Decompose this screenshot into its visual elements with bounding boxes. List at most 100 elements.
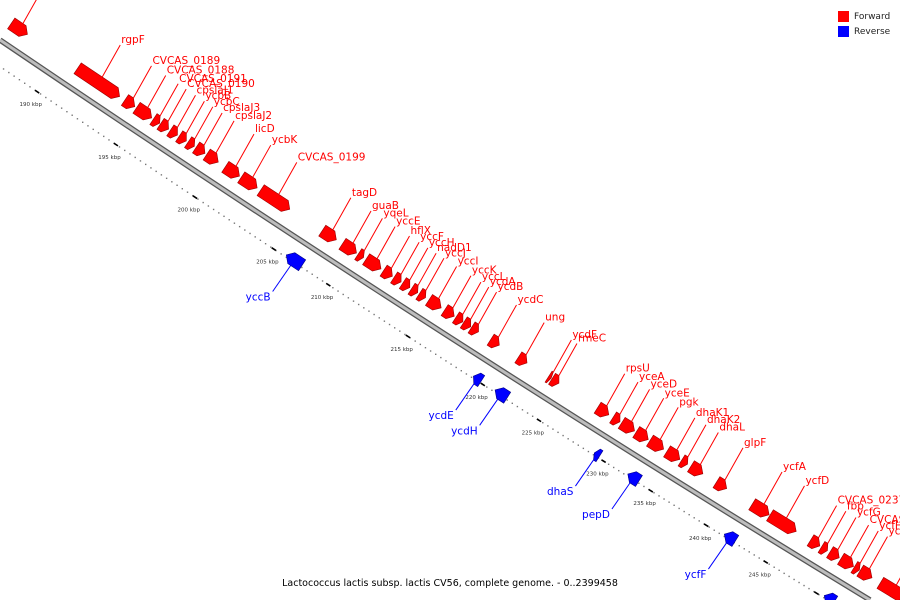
ruler-tick (648, 488, 654, 493)
ruler-dot (688, 513, 690, 516)
ruler-dot (87, 125, 89, 127)
gene-label-leader (376, 226, 396, 259)
ruler-dot (440, 356, 442, 359)
ruler-dot (306, 270, 308, 272)
ruler-dot (171, 181, 173, 183)
gene-dhas (593, 448, 604, 463)
ruler-dot (773, 566, 775, 568)
ruler-dot (388, 323, 391, 326)
gene-label-leader (645, 398, 665, 431)
ruler-dot (378, 317, 380, 319)
ruler-dot (768, 563, 770, 565)
gene-label: yccL (482, 271, 506, 283)
ruler-dot (270, 246, 272, 248)
gene-label-leader (235, 133, 255, 167)
ruler-dot (97, 132, 100, 134)
gene-label-leader (177, 95, 196, 128)
gene-label-leader (552, 339, 572, 373)
gene-label: ycdH (451, 425, 478, 437)
ruler-dot (552, 428, 554, 430)
gene-label-leader (363, 218, 383, 251)
gene-label: guaB (372, 200, 399, 212)
gene-label: pgk (679, 396, 699, 408)
legend-item-forward: Forward (838, 9, 890, 24)
gene-cvcas-0237 (806, 534, 821, 549)
gene-label-leader (133, 65, 152, 99)
gene-label-leader (272, 265, 292, 292)
ruler-tick-label: 220 kbp (465, 395, 488, 401)
gene-label: yccJ (445, 247, 466, 259)
gene-label: cpslaJ1 (196, 84, 233, 96)
gene-label-leader (455, 383, 475, 411)
gene-cvcas-0189 (120, 94, 136, 110)
gene-label-leader (167, 88, 187, 122)
gene-fbp (817, 541, 829, 555)
ruler-dot (743, 548, 745, 550)
backbone-core (0, 38, 871, 600)
gene-ycfa (748, 498, 770, 518)
ruler-dot (264, 243, 267, 245)
ruler-dot (23, 82, 26, 84)
ruler-dot (76, 118, 79, 120)
ruler-dot (572, 441, 574, 443)
ruler-dot (244, 229, 246, 231)
ruler-dot (144, 163, 147, 166)
gene-ycde (473, 372, 486, 387)
gene-ycdb (467, 321, 479, 336)
ruler-dot (643, 485, 645, 488)
ruler-dot (673, 504, 675, 507)
ruler-dot (223, 215, 225, 218)
gene-label: dhaS (547, 486, 574, 498)
gene-label-leader (462, 281, 482, 315)
ruler-dot (347, 297, 350, 299)
ruler-dot (435, 353, 437, 355)
ruler-dot (321, 280, 324, 282)
ruler-dot (39, 93, 42, 95)
ruler-dot (357, 303, 360, 306)
ruler-dot (753, 554, 755, 556)
gene-ycci (425, 294, 442, 311)
ruler-dot (419, 343, 422, 346)
gene-label-leader (147, 75, 167, 108)
ruler-dot (618, 469, 620, 472)
gene-label: yqeL (383, 207, 408, 219)
ruler-tick-label: 225 kbp (522, 431, 545, 437)
ruler-dot (342, 293, 344, 296)
gene-yced (617, 416, 635, 434)
ruler-dot (363, 307, 365, 309)
gene-label: ycfF (685, 569, 707, 581)
gene-ycfg (826, 546, 840, 561)
gene-rmec (548, 372, 560, 387)
gene-cvcas-0191 (149, 113, 161, 127)
gene-label-leader (185, 100, 205, 134)
ruler-dot (698, 520, 700, 522)
ruler-tick-label: 240 kbp (689, 536, 712, 542)
ruler-tick (113, 142, 119, 147)
gene-rpsu (593, 401, 610, 418)
gene-yccf (390, 271, 402, 286)
ruler-dot (139, 160, 142, 162)
gene-label-leader (278, 162, 298, 195)
gene-label: yceE (665, 387, 690, 399)
gene-rgpf (73, 62, 120, 99)
gene-guab (338, 237, 357, 256)
gene-label-leader (391, 235, 410, 269)
ruler-dot (723, 535, 725, 538)
ruler-tick (703, 523, 709, 528)
gene-ycbc (184, 136, 196, 150)
ruler-dot (233, 222, 236, 224)
ruler-dot (316, 276, 319, 279)
ruler-dot (818, 593, 820, 596)
ruler-dot (823, 596, 825, 599)
backbone-outline (0, 37, 872, 600)
gene-label-leader (215, 120, 235, 154)
gene-cvcas-0186 (7, 17, 28, 37)
gene-label-leader (409, 247, 429, 281)
gene-hflx (379, 264, 393, 280)
ruler-dot (165, 177, 168, 180)
ruler-dot (383, 320, 386, 322)
gene-label-leader (479, 399, 499, 426)
gene-label-leader (859, 530, 879, 564)
gene-label: ycfA (783, 461, 807, 473)
gene-label-leader (470, 286, 490, 320)
